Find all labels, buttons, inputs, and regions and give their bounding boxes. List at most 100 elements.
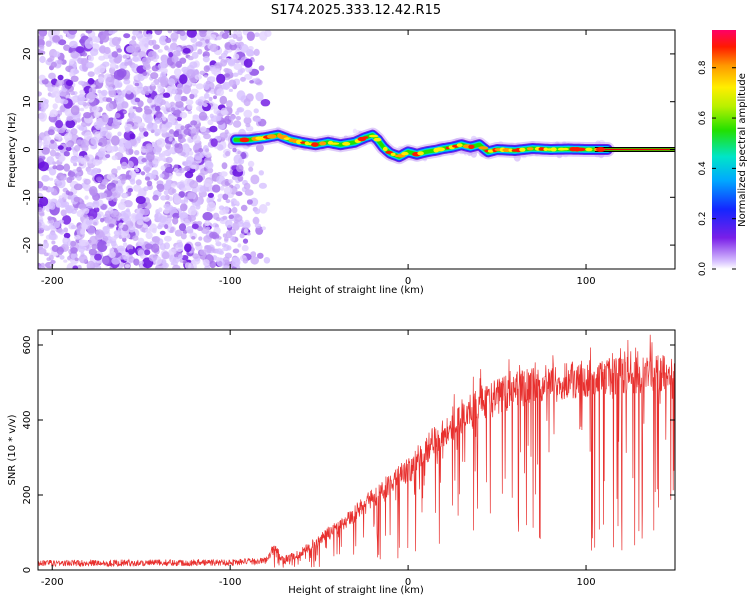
- heatmap-cell: [163, 242, 170, 250]
- heatmap-cell: [81, 121, 87, 128]
- heatmap-cell: [129, 133, 136, 140]
- heatmap-cell: [225, 219, 233, 228]
- heatmap-cell: [225, 73, 230, 77]
- heatmap-cell: [194, 149, 200, 154]
- heatmap-cell: [258, 65, 265, 71]
- heatmap-cell: [131, 43, 141, 52]
- heatmap-cell: [159, 94, 164, 99]
- heatmap-cell: [55, 202, 62, 208]
- heatmap-cell: [180, 151, 186, 157]
- heatmap-cell: [155, 110, 163, 119]
- heatmap-cell: [53, 221, 61, 229]
- heatmap-cell: [152, 44, 160, 50]
- spectrogram-x-ticks: -200 -100 0 100: [41, 30, 596, 287]
- heatmap-cell: [168, 52, 174, 58]
- heatmap-cell: [38, 74, 46, 81]
- heatmap-cell: [236, 90, 246, 101]
- heatmap-cell: [171, 188, 177, 194]
- heatmap-cell: [101, 113, 109, 123]
- heatmap-cell: [119, 173, 128, 182]
- heatmap-cell: [209, 125, 218, 133]
- heatmap-cell: [186, 30, 197, 38]
- heatmap-cell: [73, 145, 81, 152]
- heatmap-cell: [155, 105, 161, 112]
- heatmap-cell: [213, 95, 217, 100]
- heatmap-cell: [259, 31, 268, 41]
- snr-y-tick-label: 600: [22, 335, 33, 354]
- heatmap-cell: [132, 235, 139, 241]
- heatmap-cell: [160, 165, 166, 171]
- heatmap-cell: [170, 107, 176, 112]
- ridge-hotspot: [390, 152, 396, 156]
- heatmap-cell: [171, 55, 179, 63]
- heatmap-cell: [39, 196, 49, 207]
- heatmap-cell: [229, 43, 237, 51]
- heatmap-cell: [173, 167, 179, 173]
- heatmap-cell: [134, 82, 140, 87]
- heatmap-cell: [164, 235, 172, 242]
- heatmap-cell: [197, 48, 203, 55]
- heatmap-cell: [68, 30, 78, 35]
- heatmap-cell: [111, 51, 119, 58]
- heatmap-cell: [159, 154, 166, 161]
- heatmap-cell: [116, 48, 123, 53]
- heatmap-cell: [250, 174, 260, 185]
- heatmap-cell: [180, 203, 188, 212]
- heatmap-cell: [59, 105, 66, 113]
- heatmap-cell: [135, 196, 146, 204]
- heatmap-cell: [195, 99, 204, 106]
- heatmap-cell: [133, 258, 140, 266]
- heatmap-cell: [38, 181, 44, 189]
- heatmap-cell: [157, 85, 164, 94]
- heatmap-cell: [141, 208, 150, 216]
- heatmap-cell: [215, 116, 222, 121]
- heatmap-cell: [216, 88, 225, 96]
- heatmap-cell: [147, 70, 152, 73]
- heatmap-cell: [246, 31, 255, 41]
- heatmap-cell: [88, 54, 94, 62]
- heatmap-cell: [111, 155, 118, 161]
- heatmap-cell: [158, 207, 163, 213]
- heatmap-cell: [209, 246, 214, 251]
- heatmap-cell: [81, 223, 88, 230]
- heatmap-cell: [189, 93, 195, 100]
- heatmap-cell: [201, 227, 210, 235]
- heatmap-cell: [146, 33, 153, 40]
- heatmap-cell: [163, 92, 171, 98]
- spectrogram-x-tick-label: -100: [219, 276, 242, 287]
- heatmap-cell: [122, 193, 128, 198]
- heatmap-cell: [89, 186, 98, 196]
- heatmap-cell: [157, 225, 163, 230]
- heatmap-cell: [70, 51, 79, 59]
- heatmap-cell: [102, 256, 110, 265]
- heatmap-cell: [151, 174, 157, 179]
- heatmap-cell: [80, 228, 86, 235]
- heatmap-cell: [246, 199, 253, 205]
- heatmap-cell: [250, 256, 259, 265]
- heatmap-cell: [206, 201, 216, 212]
- heatmap-cell: [165, 121, 173, 128]
- heatmap-cell: [43, 252, 49, 257]
- heatmap-cell: [100, 203, 107, 210]
- heatmap-cell: [163, 208, 170, 214]
- heatmap-cell: [247, 160, 255, 168]
- heatmap-cell: [120, 161, 128, 170]
- heatmap-cell: [183, 128, 192, 136]
- heatmap-cell: [180, 125, 185, 131]
- heatmap-cell: [59, 255, 65, 260]
- heatmap-cell: [219, 171, 228, 177]
- heatmap-cell: [225, 199, 231, 204]
- heatmap-cell: [78, 254, 88, 264]
- heatmap-cell: [255, 117, 261, 122]
- heatmap-cell: [253, 108, 259, 114]
- heatmap-cell: [159, 230, 166, 235]
- heatmap-cell: [101, 179, 109, 185]
- heatmap-cell: [66, 176, 73, 184]
- heatmap-cell: [203, 65, 210, 73]
- heatmap-cell: [153, 58, 158, 63]
- heatmap-cell: [124, 126, 131, 133]
- ridge-hotspot: [239, 137, 250, 143]
- heatmap-cell: [261, 226, 266, 230]
- heatmap-cell: [67, 191, 74, 197]
- heatmap-cell: [97, 76, 104, 82]
